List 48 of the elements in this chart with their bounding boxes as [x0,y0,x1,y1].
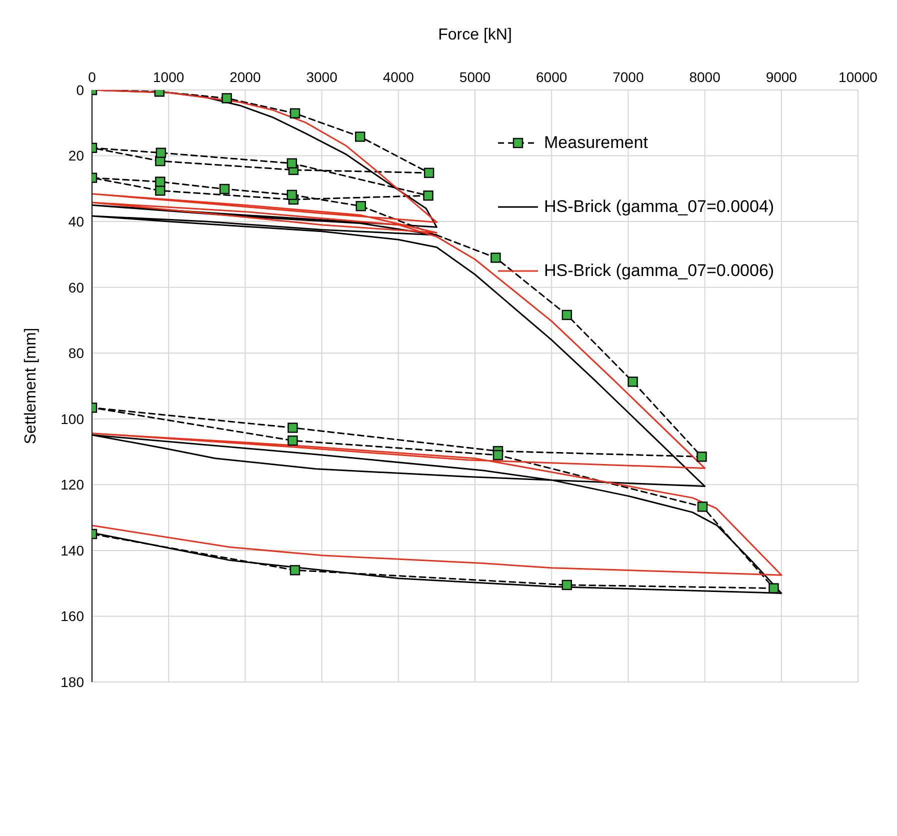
point [768,583,779,594]
x-tick-label: 9000 [766,69,798,85]
point [288,435,298,446]
x-tick-label: 8000 [689,69,721,85]
point [290,108,300,118]
y-tick-label: 140 [60,542,84,558]
x-tick-label: 5000 [459,69,491,85]
y-tick-label: 180 [60,674,84,690]
point [490,252,501,263]
point [286,190,298,200]
x-tick-label: 1000 [153,69,184,85]
y-tick-label: 20 [68,148,84,164]
x-tick-label: 6000 [536,69,568,85]
x-tick-label: 3000 [306,69,338,85]
legend-label: HS-Brick (gamma_07=0.0004) [544,197,774,217]
point [155,176,166,187]
y-tick-label: 100 [60,410,84,427]
legend-label: HS-Brick (gamma_07=0.0006) [544,261,774,281]
point [628,376,638,387]
x-tick-label: 7000 [612,69,644,85]
point [222,93,232,104]
point [562,310,572,320]
point [356,201,366,212]
point [562,580,572,590]
point [286,158,298,168]
x-tick-label: 10000 [838,69,878,85]
point [697,502,708,512]
point [290,565,300,576]
y-tick-label: 40 [68,214,84,230]
point [492,450,504,460]
point [156,148,166,158]
x-tick-label: 4000 [382,69,414,85]
y-tick-label: 80 [68,345,84,362]
point [423,190,434,201]
y-tick-label: 120 [60,476,84,493]
point [355,132,366,142]
legend-label: Measurement [544,133,648,153]
x-axis-title: Force [kN] [438,26,512,44]
y-tick-label: 0 [76,82,84,98]
point [288,422,298,433]
point [696,452,707,462]
x-tick-label: 2000 [230,69,261,85]
x-tick-label: 0 [88,69,96,85]
y-tick-label: 60 [68,279,84,296]
y-tick-label: 160 [60,608,84,624]
point [424,168,434,178]
point [219,184,230,194]
y-axis-title: Settlement [mm] [22,328,40,444]
